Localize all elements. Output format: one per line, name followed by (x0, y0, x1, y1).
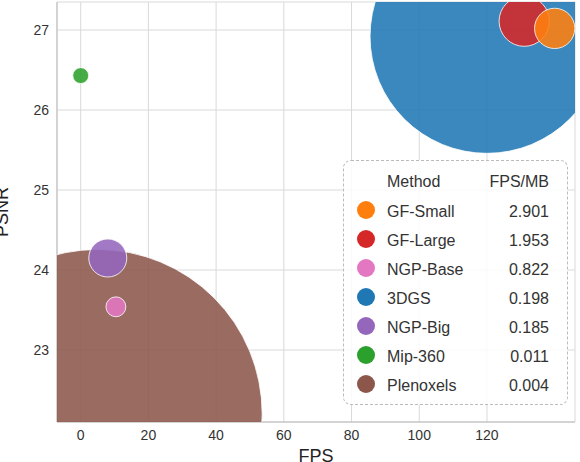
html-text:1.953: 1.953 (509, 231, 549, 249)
svg-text:120: 120 (475, 427, 499, 443)
svg-text:FPS: FPS (298, 446, 333, 462)
svg-text:PSNR: PSNR (8, 187, 12, 237)
html-text:3DGS: 3DGS (387, 289, 431, 307)
html-text:0.198: 0.198 (509, 289, 549, 307)
html-text:2.901: 2.901 (509, 202, 549, 220)
svg-text:40: 40 (208, 427, 224, 443)
svg-text:26: 26 (33, 102, 49, 118)
svg-text:0: 0 (77, 427, 85, 443)
svg-text:27: 27 (33, 22, 49, 38)
html-text:Mip-360: Mip-360 (387, 347, 445, 365)
svg-text:23: 23 (33, 342, 49, 358)
html-text:Plenoxels: Plenoxels (387, 376, 457, 394)
svg-text:24: 24 (33, 262, 49, 278)
html-text:0.822: 0.822 (509, 260, 549, 278)
svg-text:20: 20 (141, 427, 157, 443)
svg-text:60: 60 (276, 427, 292, 443)
html-text:0.011: 0.011 (510, 347, 549, 365)
html-text:FPS/MB: FPS/MB (489, 173, 549, 190)
html-text:GF-Small: GF-Small (387, 202, 455, 220)
html-text:GF-Large: GF-Large (387, 231, 456, 249)
html-text:0.004: 0.004 (509, 376, 549, 394)
html-text:NGP-Base: NGP-Base (387, 260, 464, 278)
html-text:NGP-Big: NGP-Big (387, 318, 451, 336)
svg-text:100: 100 (408, 427, 432, 443)
svg-text:80: 80 (344, 427, 360, 443)
html-text:Method: Method (387, 173, 441, 190)
svg-text:25: 25 (33, 182, 49, 198)
html-text:0.185: 0.185 (509, 318, 549, 336)
